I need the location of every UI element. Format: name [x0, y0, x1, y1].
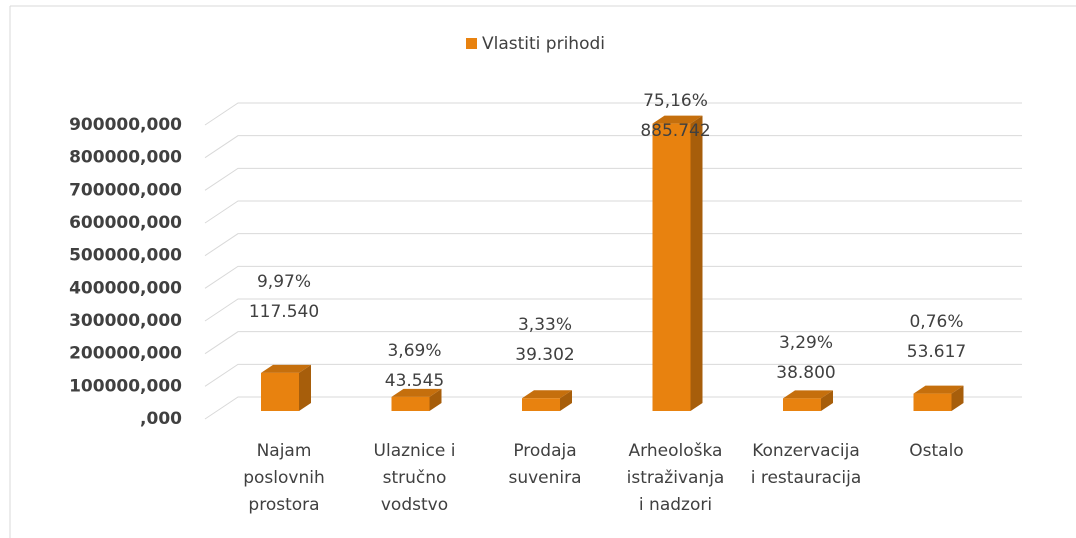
- grid-line: [204, 396, 1022, 420]
- value-label: 43.545: [385, 371, 444, 391]
- bar-top: [261, 364, 311, 373]
- x-tick-label: Prodaja suvenira: [508, 441, 582, 488]
- y-tick-label: 300000,000: [69, 311, 182, 331]
- percent-label: 75,16%: [643, 91, 708, 111]
- y-tick-label: 500000,000: [69, 246, 182, 266]
- grid-line: [204, 298, 1022, 322]
- grid-line: [204, 200, 1022, 224]
- x-tick-label: Ulaznice i stručno vodstvo: [373, 441, 456, 515]
- value-label: 39.302: [515, 345, 574, 365]
- percent-label: 9,97%: [257, 272, 311, 292]
- y-tick-label: 900000,000: [69, 115, 182, 135]
- grid-line: [204, 363, 1022, 387]
- grid-line: [204, 167, 1022, 191]
- value-label: 117.540: [249, 302, 319, 322]
- bar: [652, 123, 691, 412]
- grid-line: [204, 233, 1022, 257]
- bar-side: [429, 388, 442, 411]
- y-tick-label: 400000,000: [69, 278, 182, 298]
- bar-top: [522, 390, 572, 399]
- legend-swatch: [466, 38, 477, 49]
- bar: [522, 398, 560, 411]
- x-tick-label: Arheološka istraživanja i nadzori: [626, 441, 725, 515]
- bar-side: [951, 385, 964, 411]
- percent-label: 3,69%: [387, 341, 441, 361]
- value-label: 38.800: [776, 363, 835, 383]
- bar: [261, 372, 299, 411]
- grid-line: [204, 265, 1022, 289]
- bar-top: [913, 385, 964, 394]
- legend-label: Vlastiti prihodi: [482, 34, 605, 54]
- bar: [913, 393, 952, 411]
- percent-label: 3,29%: [779, 333, 833, 353]
- bar-top: [391, 388, 442, 397]
- bar-side: [821, 390, 833, 411]
- bar-side: [299, 364, 311, 411]
- percent-label: 0,76%: [909, 312, 963, 332]
- bar-side: [560, 390, 572, 411]
- bar: [783, 398, 821, 411]
- y-tick-label: 600000,000: [69, 213, 182, 233]
- x-tick-label: Najam poslovnih prostora: [243, 441, 325, 515]
- bar: [391, 396, 430, 411]
- grid-line: [204, 102, 1022, 126]
- value-label: 885.742: [640, 121, 710, 141]
- y-tick-label: 700000,000: [69, 180, 182, 200]
- y-tick-label: 100000,000: [69, 376, 182, 396]
- y-tick-label: ,000: [140, 409, 182, 429]
- y-tick-label: 200000,000: [69, 344, 182, 364]
- grid-line: [204, 331, 1022, 355]
- bar-top: [652, 115, 703, 124]
- bar-side: [690, 115, 703, 412]
- y-tick-label: 800000,000: [69, 148, 182, 168]
- x-tick-label: Ostalo: [909, 441, 964, 461]
- bar-top: [783, 390, 833, 399]
- grid-line: [204, 135, 1022, 159]
- x-tick-label: Konzervacija i restauracija: [750, 441, 862, 488]
- value-label: 53.617: [907, 342, 966, 362]
- percent-label: 3,33%: [518, 315, 572, 335]
